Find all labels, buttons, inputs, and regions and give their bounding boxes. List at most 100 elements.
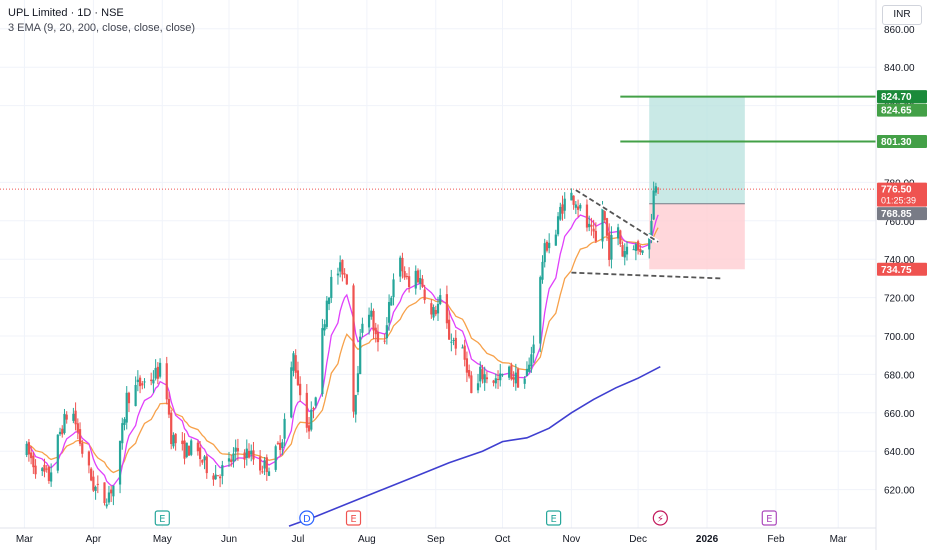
- candle-body: [403, 271, 406, 278]
- candle-body: [468, 369, 471, 377]
- event-marker-label: D: [303, 514, 311, 525]
- price-tick-label: 740.00: [884, 255, 915, 266]
- earnings-marker: [546, 510, 562, 526]
- dividend-marker: [299, 510, 315, 526]
- candle-body: [236, 448, 240, 452]
- candle-body: [585, 204, 589, 228]
- earnings-marker: [761, 510, 777, 526]
- candle-body: [476, 383, 480, 391]
- candle-body: [494, 378, 497, 384]
- candle-body: [359, 336, 362, 375]
- candle-body: [594, 230, 597, 242]
- time-tick-label: May: [153, 534, 172, 545]
- currency-button[interactable]: INR: [882, 5, 922, 25]
- event-markers[interactable]: E D E E ⚡ E: [154, 510, 777, 526]
- candle-body: [605, 218, 609, 236]
- candle-body: [579, 204, 582, 209]
- candle-body: [185, 442, 188, 457]
- candle-body: [563, 198, 566, 211]
- target-lines[interactable]: [620, 95, 876, 143]
- trendlines[interactable]: [571, 188, 721, 281]
- candle-body: [399, 257, 402, 277]
- candle-body: [61, 428, 64, 435]
- candle-body: [294, 355, 297, 373]
- candle-body: [528, 364, 531, 372]
- candle-body: [183, 440, 186, 459]
- candle-body: [385, 325, 388, 339]
- time-tick-label: Sep: [427, 534, 445, 545]
- candle-body: [263, 460, 266, 469]
- candle-body: [203, 456, 206, 461]
- time-tick-label: Feb: [767, 534, 785, 545]
- candle-body: [548, 242, 551, 249]
- candle-body: [450, 341, 453, 343]
- candle-body: [574, 204, 577, 208]
- candle-body: [181, 440, 184, 445]
- price-tick-label: 640.00: [884, 447, 915, 458]
- candle-body: [47, 466, 51, 481]
- loss-zone: [649, 203, 745, 270]
- candle-body: [121, 423, 124, 444]
- candle-body: [465, 358, 469, 373]
- candle-body: [58, 431, 62, 435]
- candle-body: [243, 452, 246, 460]
- candle-body: [414, 270, 417, 289]
- event-marker-label: E: [550, 514, 556, 525]
- candle-body: [127, 392, 131, 404]
- candle-body: [174, 433, 177, 444]
- candle-body: [172, 435, 175, 447]
- position-zones: [649, 96, 745, 270]
- candle-body: [608, 232, 611, 260]
- time-tick-label: Mar: [16, 534, 34, 545]
- candle-body: [281, 442, 284, 449]
- ema-200-line: [288, 365, 661, 527]
- candle-body: [81, 443, 84, 454]
- candle-body: [323, 324, 326, 331]
- price-tick-label: 700.00: [884, 332, 915, 343]
- candle-body: [63, 413, 66, 434]
- candle-body: [325, 300, 328, 327]
- candle-body: [516, 369, 520, 388]
- candle-body: [641, 250, 644, 253]
- candle-body: [292, 353, 295, 371]
- candle-body: [141, 383, 144, 386]
- candle-body: [416, 270, 420, 283]
- price-tick-label: 840.00: [884, 63, 915, 74]
- candle-body: [290, 367, 293, 418]
- time-axis[interactable]: Mar Apr May Jun Jul Aug Sep Oct Nov Dec 2026 Feb Mar: [0, 527, 876, 545]
- candle-body: [514, 372, 517, 384]
- candle-body: [354, 394, 357, 415]
- candle-body: [221, 465, 224, 477]
- candle-body: [96, 483, 99, 485]
- candle-body: [232, 453, 235, 462]
- time-tick-label: Nov: [563, 534, 581, 545]
- candle-body: [245, 448, 248, 459]
- candle-body: [603, 206, 606, 221]
- candle-body: [601, 208, 604, 242]
- candle-body: [652, 190, 655, 220]
- candle-body: [372, 310, 375, 331]
- candle-body: [616, 227, 620, 239]
- trendline: [571, 271, 721, 280]
- candle-body: [247, 450, 251, 458]
- candle-body: [392, 279, 395, 298]
- candle-body: [532, 344, 535, 354]
- candle-body: [621, 245, 624, 257]
- price-label-box: [877, 135, 927, 149]
- candle-body: [216, 475, 219, 477]
- candle-body: [636, 241, 640, 251]
- candle-body: [470, 375, 473, 394]
- candle-body: [167, 398, 171, 415]
- candle-body: [105, 504, 108, 507]
- candle-body: [361, 323, 364, 333]
- candle-body: [650, 220, 653, 237]
- event-marker-label: E: [159, 514, 165, 525]
- candle-body: [570, 192, 573, 201]
- time-tick-label: Jul: [292, 534, 305, 545]
- candle-body: [234, 447, 237, 452]
- candle-body: [143, 381, 146, 383]
- candle-body: [94, 486, 97, 491]
- candle-body: [312, 407, 315, 410]
- price-label-box: [877, 90, 927, 104]
